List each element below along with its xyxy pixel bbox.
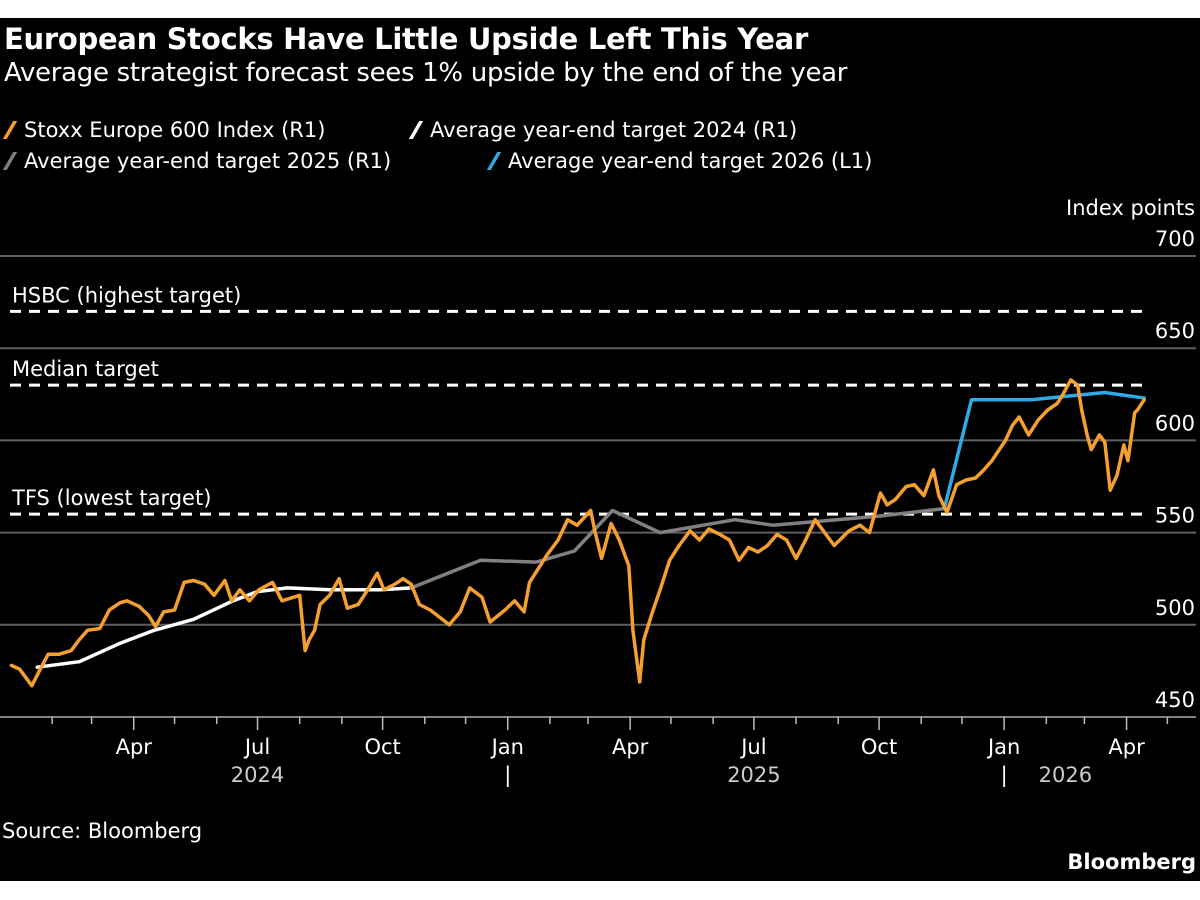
series-line [35, 586, 413, 669]
legend-label: Average year-end target 2024 (R1) [430, 118, 798, 142]
series-line [9, 378, 1146, 688]
year-label: 2025 [727, 763, 780, 787]
x-tick-label: Jan [986, 735, 1020, 759]
series-line [942, 390, 1146, 511]
legend-label: Stoxx Europe 600 Index (R1) [24, 118, 326, 142]
source-note: Source: Bloomberg [2, 819, 203, 843]
year-label: 2024 [231, 763, 284, 787]
x-tick-label: Jan [490, 735, 524, 759]
y-tick-label: 700 [1155, 227, 1195, 251]
reference-line-label: Median target [12, 357, 159, 381]
x-tick-label: Oct [364, 735, 400, 759]
y-tick-label: 550 [1155, 504, 1195, 528]
legend-item-target-2025: Average year-end target 2025 (R1) [2, 149, 391, 173]
series-stoxx-600-index [9, 378, 1146, 688]
y-tick-label: 650 [1155, 319, 1195, 343]
year-separator: | [1001, 763, 1008, 788]
legend-item-stoxx: Stoxx Europe 600 Index (R1) [2, 118, 325, 142]
x-tick-label: Apr [1108, 735, 1145, 759]
y-tick-label: 500 [1155, 596, 1195, 620]
year-separator: | [504, 763, 511, 788]
y-axis-label: Index points [1066, 196, 1195, 220]
bloomberg-logo: Bloomberg [1067, 850, 1196, 874]
year-label: 2026 [1039, 763, 1092, 787]
legend-item-target-2024: Average year-end target 2024 (R1) [408, 118, 797, 142]
series-line [409, 506, 947, 590]
x-tick-label: Apr [612, 735, 649, 759]
reference-line-label: HSBC (highest target) [12, 283, 241, 307]
y-tick-label: 600 [1155, 411, 1195, 435]
x-tick-label: Apr [116, 735, 153, 759]
series-target-2026 [942, 390, 1146, 511]
legend-label: Average year-end target 2025 (R1) [24, 149, 392, 173]
x-tick-label: Jul [739, 735, 766, 759]
x-tick-label: Jul [243, 735, 270, 759]
chart-title: European Stocks Have Little Upside Left … [4, 22, 808, 56]
x-tick-label: Oct [861, 735, 897, 759]
chart-subtitle: Average strategist forecast sees 1% upsi… [4, 58, 848, 88]
legend-label: Average year-end target 2026 (L1) [508, 149, 873, 173]
reference-line-label: TFS (lowest target) [11, 486, 211, 510]
legend-item-target-2026: Average year-end target 2026 (L1) [486, 149, 872, 173]
series-target-2024 [35, 586, 413, 669]
y-tick-label: 450 [1155, 688, 1195, 712]
